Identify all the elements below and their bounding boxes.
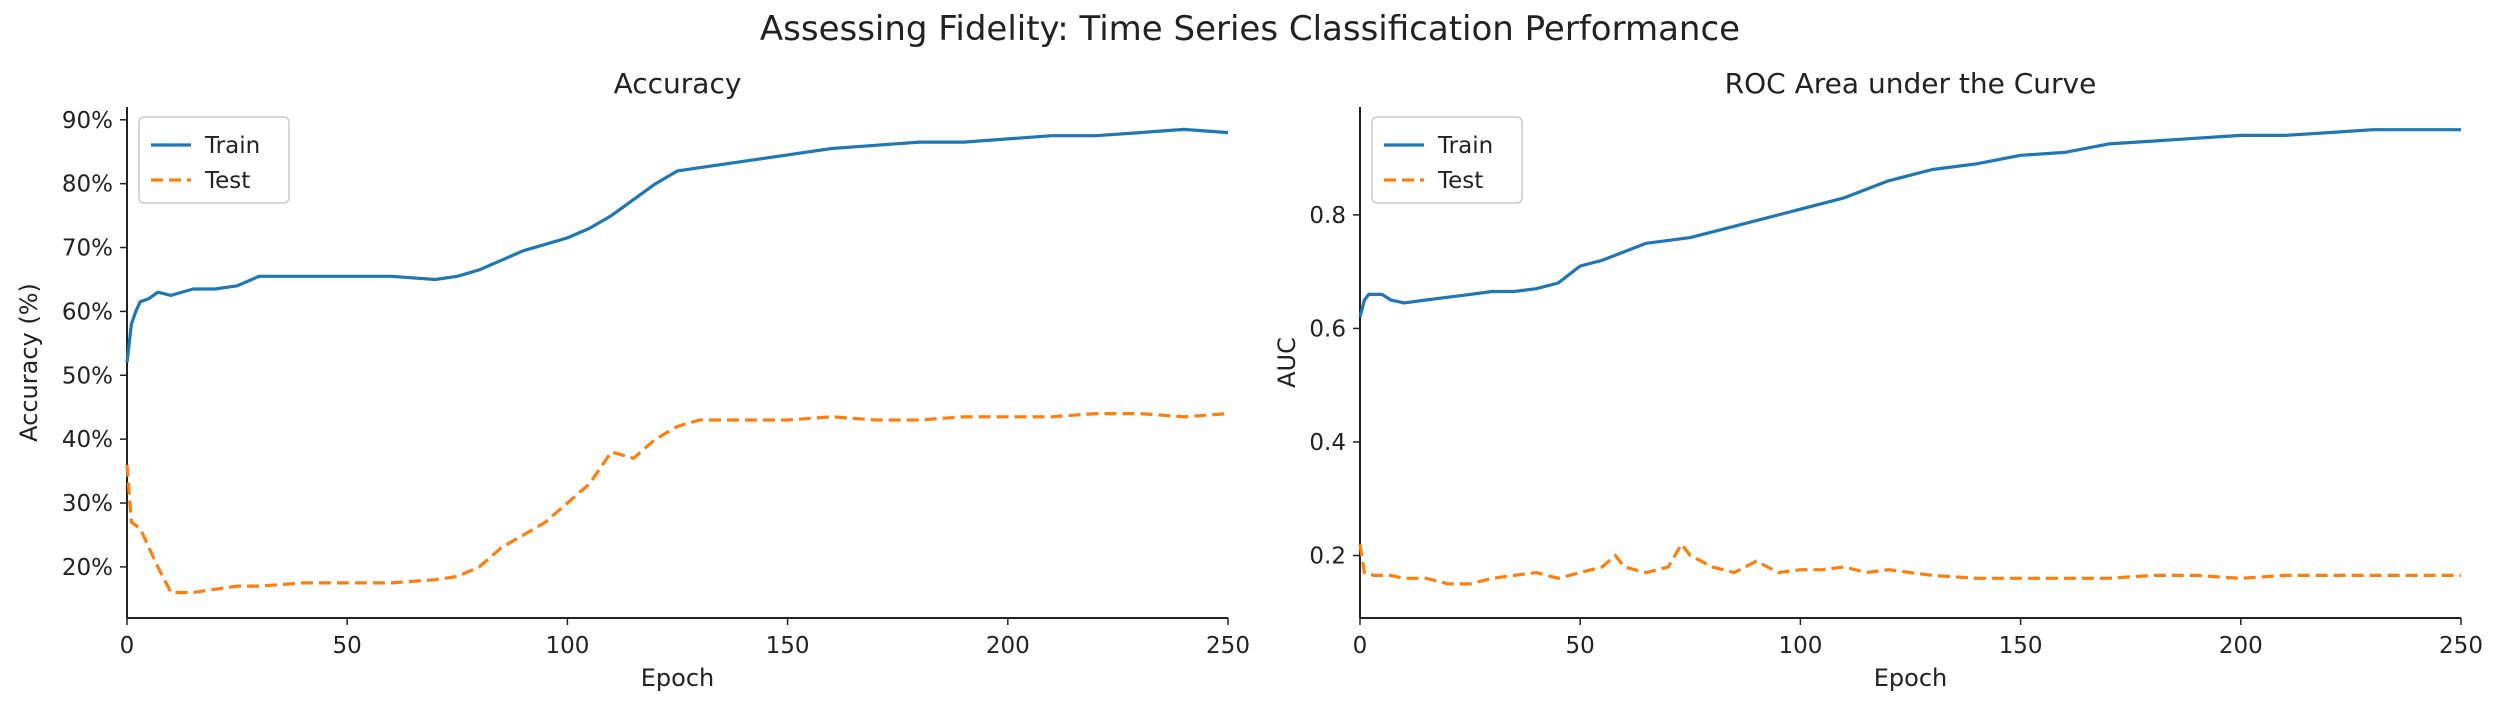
y-tick-label: 0.4 bbox=[1309, 430, 1346, 456]
y-tick-label: 40% bbox=[62, 427, 113, 453]
x-tick-label: 150 bbox=[1999, 633, 2043, 659]
chart-title: Accuracy bbox=[614, 67, 742, 100]
series-line-train bbox=[125, 127, 1229, 363]
x-axis-label: Epoch bbox=[641, 664, 715, 692]
x-axis-label: Epoch bbox=[1874, 664, 1948, 692]
x-tick-label: 250 bbox=[1206, 633, 1250, 659]
x-tick-label: 100 bbox=[545, 633, 589, 659]
figure-title: Assessing Fidelity: Time Series Classifi… bbox=[760, 9, 1740, 49]
y-tick-label: 30% bbox=[62, 491, 113, 517]
x-tick-label: 200 bbox=[2219, 633, 2263, 659]
y-tick-label: 0.2 bbox=[1309, 544, 1346, 570]
series-line-test bbox=[1358, 542, 2461, 586]
x-tick-label: 100 bbox=[1778, 633, 1822, 659]
y-tick-label: 60% bbox=[62, 299, 113, 325]
x-tick-label: 0 bbox=[1353, 633, 1368, 659]
y-tick-label: 50% bbox=[62, 363, 113, 389]
y-tick-label: 80% bbox=[62, 172, 113, 198]
y-tick-label: 20% bbox=[62, 555, 113, 581]
auc-chart: ROC Area under the Curve 0 50 100 150 200 250 0… bbox=[1273, 67, 2483, 692]
x-tick-label: 0 bbox=[120, 633, 135, 659]
x-tick-label: 150 bbox=[766, 633, 810, 659]
y-tick-label: 90% bbox=[62, 108, 113, 134]
y-tick-label: 0.8 bbox=[1309, 203, 1346, 229]
legend-label-test: Test bbox=[1437, 168, 1483, 194]
legend-label-test: Test bbox=[204, 168, 250, 194]
y-tick-label: 0.6 bbox=[1309, 316, 1346, 342]
y-tick-label: 70% bbox=[62, 236, 113, 262]
accuracy-chart: Accuracy 0 50 100 150 200 250 20% 30% 40% 50% 60% 70… bbox=[15, 67, 1250, 692]
chart-title: ROC Area under the Curve bbox=[1725, 67, 2097, 100]
x-tick-label: 250 bbox=[2439, 633, 2483, 659]
y-axis-label: AUC bbox=[1273, 337, 1301, 388]
x-tick-label: 50 bbox=[1566, 633, 1595, 659]
y-axis-label: Accuracy (%) bbox=[15, 283, 43, 442]
legend-label-train: Train bbox=[204, 133, 260, 159]
series-line-train bbox=[1358, 128, 2461, 318]
x-tick-label: 50 bbox=[333, 633, 362, 659]
x-tick-label: 200 bbox=[986, 633, 1030, 659]
legend-label-train: Train bbox=[1437, 133, 1493, 159]
series-line-test bbox=[125, 412, 1229, 595]
